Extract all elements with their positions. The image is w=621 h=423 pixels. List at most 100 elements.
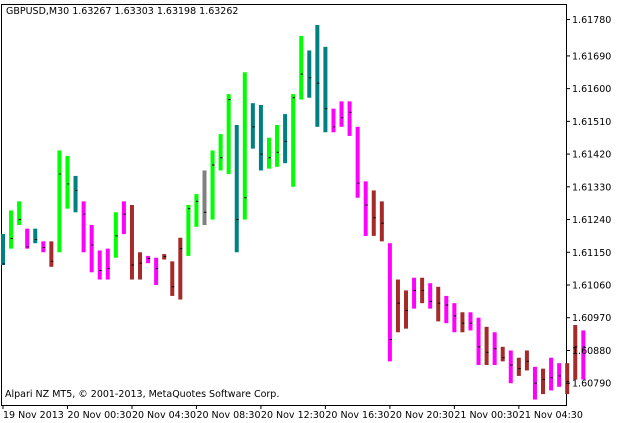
- price-bar-range: [65, 155, 70, 209]
- price-bar-range: [500, 346, 505, 362]
- price-bar-range: [436, 286, 441, 322]
- price-bar: [379, 201, 384, 242]
- price-bar: [283, 114, 288, 164]
- price-bar-range: [113, 212, 118, 258]
- price-bar: [500, 346, 505, 362]
- price-bar: [97, 250, 102, 280]
- price-bar: [331, 108, 336, 133]
- price-bar: [242, 72, 247, 220]
- price-bar-range: [291, 94, 296, 187]
- price-bar-range: [452, 303, 457, 333]
- price-bar: [81, 201, 86, 253]
- price-bar: [113, 212, 118, 258]
- price-bar-range: [541, 368, 546, 395]
- price-bar-range: [138, 252, 143, 280]
- price-bar-range: [41, 241, 46, 253]
- price-tick-label: 1.61780: [572, 15, 611, 26]
- price-bar-range: [307, 50, 312, 98]
- copyright-footer: Alpari NZ MT5, © 2001-2013, MetaQuotes S…: [5, 389, 279, 400]
- price-bar-range: [194, 194, 199, 227]
- price-bar: [202, 170, 207, 225]
- price-bar: [25, 228, 30, 249]
- price-bar: [49, 241, 54, 267]
- price-bar-range: [387, 243, 392, 362]
- price-bar-range: [210, 150, 215, 220]
- price-bar: [307, 50, 312, 98]
- price-bar: [420, 277, 425, 304]
- price-bar: [428, 283, 433, 309]
- price-tick-label: 1.60790: [572, 379, 611, 390]
- price-bar-range: [565, 363, 570, 395]
- price-bar: [549, 357, 554, 391]
- price-bar: [218, 134, 223, 171]
- price-bar: [347, 101, 352, 136]
- price-tick-label: 1.61240: [572, 215, 611, 226]
- price-bar-range: [234, 125, 239, 253]
- price-bar: [476, 317, 481, 365]
- time-tick-label: 19 Nov 2013: [3, 410, 64, 421]
- price-bar-range: [404, 290, 408, 329]
- price-bar: [395, 279, 400, 333]
- price-tick-label: 1.61150: [572, 248, 611, 259]
- price-bar: [557, 363, 562, 387]
- price-axis: 1.61780 1.61690 1.61600 1.61510 1.61420 1.613…: [566, 15, 611, 390]
- price-bar: [105, 248, 110, 280]
- price-bar: [266, 137, 271, 169]
- price-bar: [444, 295, 449, 324]
- price-bar-range: [186, 205, 191, 256]
- price-bar-range: [468, 312, 473, 331]
- price-bar-range: [363, 181, 368, 236]
- price-bar: [468, 312, 473, 331]
- price-bar-range: [57, 150, 62, 253]
- price-bar-range: [266, 137, 271, 169]
- price-bar: [57, 150, 62, 253]
- price-bar-range: [549, 357, 554, 391]
- price-bar: [315, 25, 320, 127]
- price-bar: [565, 363, 570, 395]
- price-bar: [541, 368, 546, 395]
- price-bar: [508, 350, 513, 384]
- time-axis: 19 Nov 2013 20 Nov 00:30 20 Nov 04:30 20 No…: [2, 405, 583, 421]
- price-bar-range: [315, 25, 320, 127]
- price-bar-range: [129, 205, 134, 280]
- price-tick-label: 1.61510: [572, 117, 611, 128]
- price-bar: [275, 125, 280, 167]
- price-bar-range: [9, 210, 14, 249]
- price-bar-range: [1, 234, 5, 265]
- price-bar-range: [323, 46, 328, 133]
- price-tick-label: 1.61420: [572, 150, 611, 161]
- price-bar-range: [460, 312, 465, 333]
- price-bar: [129, 205, 134, 280]
- price-bar: [581, 330, 586, 380]
- price-bar: [9, 210, 14, 249]
- price-bar-range: [347, 101, 352, 136]
- price-bar-range: [508, 350, 513, 384]
- price-bar-range: [581, 330, 586, 380]
- price-bar: [436, 286, 441, 322]
- price-bar-range: [428, 283, 433, 309]
- price-bar: [404, 290, 408, 329]
- price-bar: [573, 325, 578, 380]
- price-bar: [226, 94, 231, 175]
- price-bar-range: [121, 201, 126, 235]
- price-bar-range: [379, 201, 384, 242]
- price-bar: [412, 277, 417, 309]
- price-tick-label: 1.61060: [572, 281, 611, 292]
- price-bar: [516, 357, 521, 376]
- price-bar-range: [476, 317, 481, 365]
- price-bar: [532, 366, 537, 400]
- price-bar: [492, 332, 497, 365]
- time-tick-label: 20 Nov 20:30: [390, 410, 454, 421]
- price-bar: [250, 103, 255, 149]
- price-tick-label: 1.61600: [572, 84, 611, 95]
- bars-layer: [1, 25, 586, 400]
- price-bar-range: [154, 257, 159, 285]
- price-bar: [323, 46, 328, 133]
- price-bar: [170, 261, 175, 296]
- price-bar-range: [258, 105, 263, 171]
- price-bar: [291, 94, 296, 187]
- price-bar-range: [17, 201, 22, 225]
- price-bar-range: [146, 255, 151, 264]
- price-bar: [146, 255, 151, 264]
